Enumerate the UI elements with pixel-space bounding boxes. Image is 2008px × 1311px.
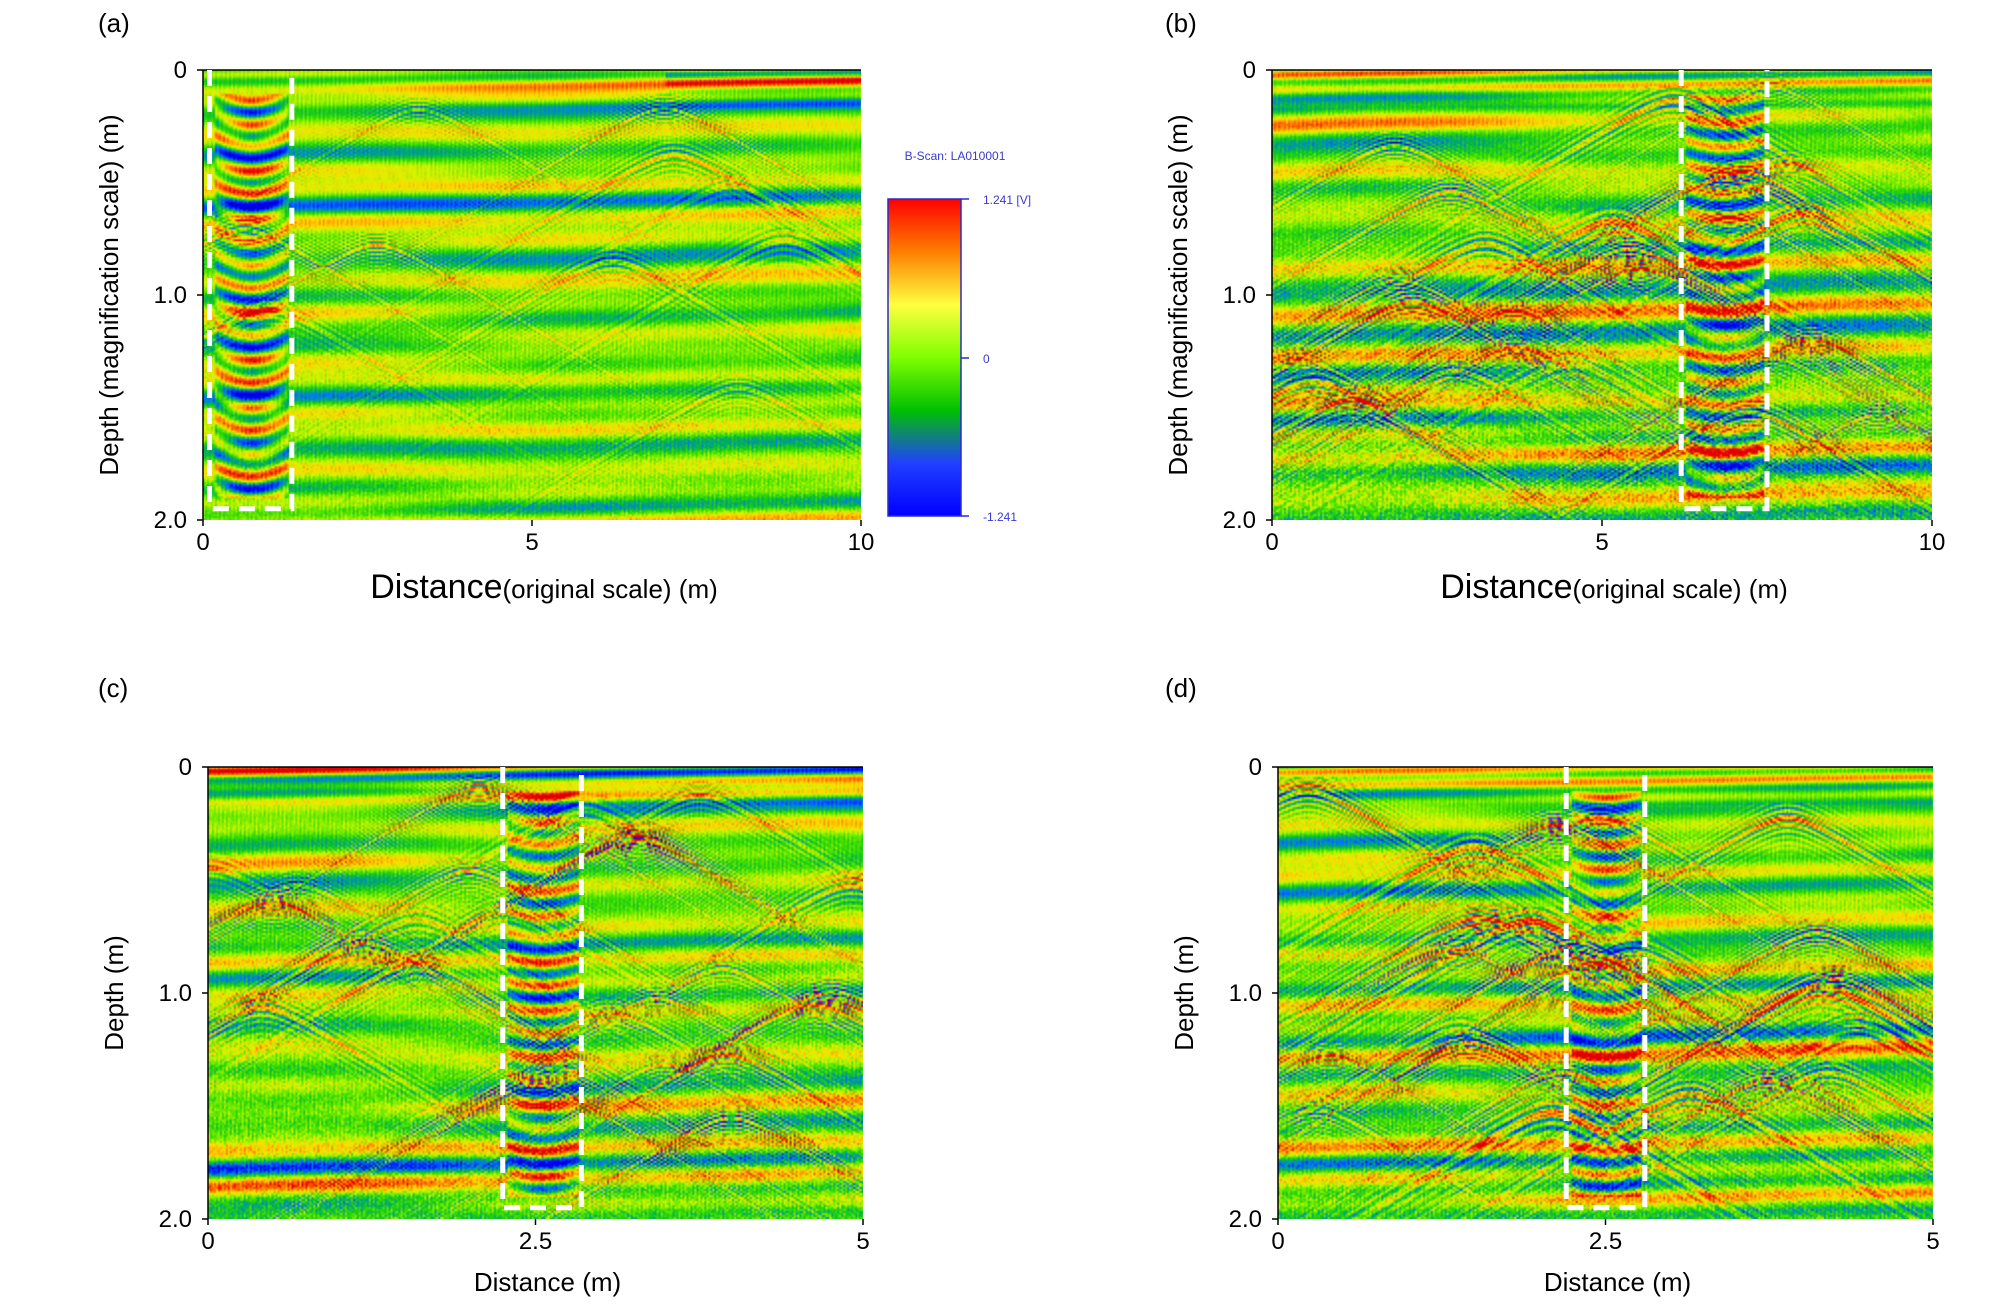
x-axis-label-main: Distance (370, 568, 502, 606)
panel-label: (a) (98, 8, 130, 38)
y-axis-label: Depth (magnification scale) (m) (1163, 114, 1193, 475)
x-axis-label-sub: (original scale) (m) (1573, 574, 1788, 604)
y-tick-label: 1.0 (1229, 980, 1262, 1007)
y-axis-label: Depth (m) (1169, 935, 1199, 1051)
y-axis-label: Depth (magnification scale) (m) (94, 114, 124, 475)
y-tick-label: 2.0 (1223, 507, 1256, 534)
panel-label: (b) (1165, 8, 1197, 38)
x-axis-label-sub: (original scale) (m) (503, 574, 718, 604)
x-tick-label: 10 (1919, 529, 1946, 556)
colorbar-title: B-Scan: LA010001 (905, 149, 1006, 163)
x-axis-label-main: Distance (m) (474, 1267, 621, 1297)
y-tick-label: 2.0 (159, 1206, 192, 1233)
x-tick-label: 0 (196, 529, 209, 556)
colorbar-min-label: -1.241 (983, 510, 1017, 524)
y-tick-label: 1.0 (1223, 282, 1256, 309)
x-tick-label: 2.5 (519, 1228, 552, 1255)
x-tick-label: 0 (201, 1228, 214, 1255)
panel-c: 0 2.5 5 0 1.0 2.0 (c) Depth (m) Distance (m) (98, 673, 870, 1297)
x-tick-label: 5 (525, 529, 538, 556)
heatmap-image (1278, 767, 1933, 1219)
x-tick-label: 10 (848, 529, 875, 556)
x-axis-label: Distance(original scale) (m) (370, 568, 718, 606)
x-tick-label: 5 (1595, 529, 1608, 556)
panel-d: 0 2.5 5 0 1.0 2.0 (d) Depth (m) Distance (m) (1165, 673, 1940, 1297)
x-axis-label-main: Distance (1440, 568, 1572, 606)
panel-a: 0 5 10 0 1.0 2.0 (a) Depth (magnification scale… (94, 8, 874, 606)
heatmap-image (203, 70, 861, 520)
panel-label: (c) (98, 673, 128, 703)
highlight-box (500, 767, 584, 1211)
colorbar-max-label: 1.241 [V] (983, 193, 1031, 207)
x-axis-label: Distance(original scale) (m) (1440, 568, 1788, 606)
highlight-box (1678, 70, 1770, 512)
y-tick-label: 0 (179, 754, 192, 781)
highlight-box (1563, 767, 1648, 1211)
highlight-box (207, 70, 295, 512)
colorbar-gradient (887, 198, 962, 517)
colorbar: B-Scan: LA010001 1.241 [V] 0 -1.241 (887, 149, 1031, 524)
x-tick-label: 2.5 (1589, 1228, 1622, 1255)
y-tick-label: 0 (1249, 754, 1262, 781)
x-tick-label: 0 (1271, 1228, 1284, 1255)
x-axis-label: Distance (m) (474, 1267, 621, 1297)
x-axis-label: Distance (m) (1544, 1267, 1691, 1297)
y-tick-label: 2.0 (1229, 1206, 1262, 1233)
y-tick-label: 1.0 (154, 282, 187, 309)
y-tick-label: 2.0 (154, 507, 187, 534)
heatmap-image (208, 767, 863, 1219)
x-axis-label-main: Distance (m) (1544, 1267, 1691, 1297)
x-tick-label: 5 (856, 1228, 869, 1255)
colorbar-mid-label: 0 (983, 352, 990, 366)
x-tick-label: 5 (1926, 1228, 1939, 1255)
y-tick-label: 0 (1243, 57, 1256, 84)
y-axis-label: Depth (m) (99, 935, 129, 1051)
y-tick-label: 1.0 (159, 980, 192, 1007)
heatmap-image (1272, 70, 1932, 520)
y-tick-label: 0 (174, 57, 187, 84)
panel-b: 0 5 10 0 1.0 2.0 (b) Depth (magnification scale… (1163, 8, 1945, 606)
panel-label: (d) (1165, 673, 1197, 703)
x-tick-label: 0 (1265, 529, 1278, 556)
